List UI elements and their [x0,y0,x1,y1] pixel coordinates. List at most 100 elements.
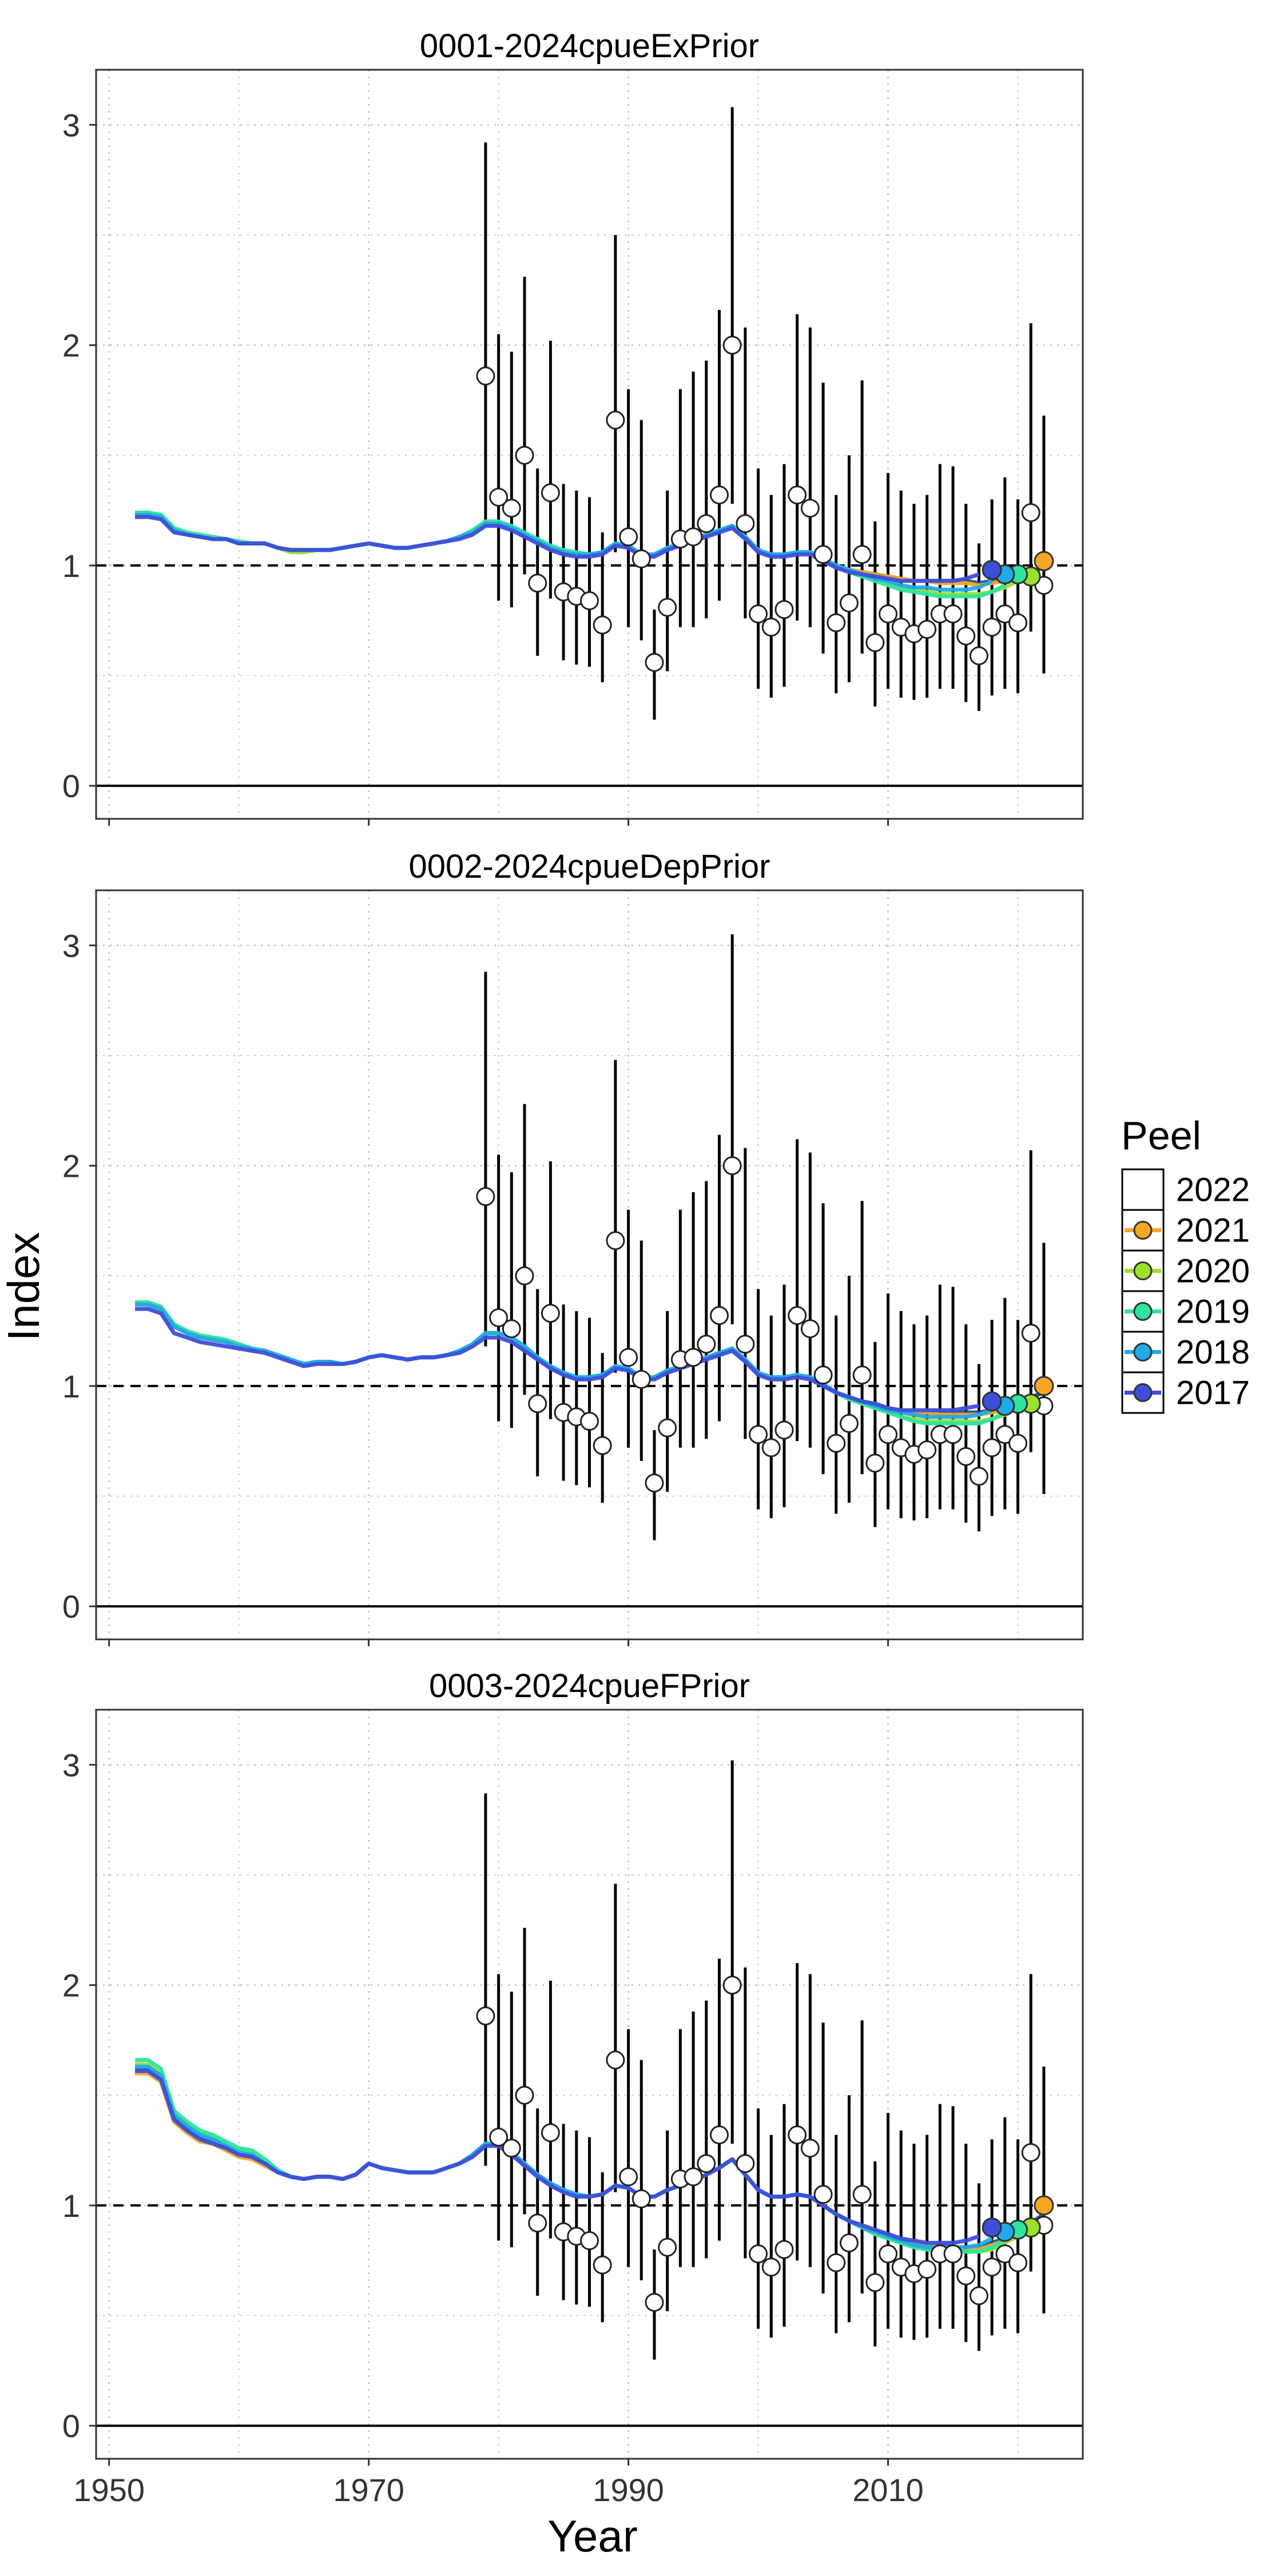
observed-point [969,1467,988,1486]
legend-label: 2020 [1176,1253,1250,1290]
y-tick-label: 3 [62,1747,80,1783]
observed-point [800,1319,820,1339]
y-tick-label: 3 [62,927,80,963]
observed-point [515,2085,534,2105]
y-axis-label: Index [0,1232,49,1341]
panel-border [95,1709,1084,2460]
observed-point [943,604,963,624]
panel-title: 0001-2024cpueExPrior [420,27,759,65]
peel-point-2017 [982,2217,1002,2237]
observed-point [1021,1323,1040,1343]
legend-item-2019: 2019 [1121,1290,1250,1333]
observed-point [774,1420,794,1440]
plot-area [96,1710,1083,2459]
observed-point [761,618,781,637]
observed-point [593,615,612,635]
observed-point [722,1976,742,1995]
observed-point [827,2253,846,2272]
observed-point [736,2154,755,2173]
y-tick-label: 1 [62,548,80,584]
peel-point-2021 [1034,551,1054,571]
legend-item-2018: 2018 [1121,1331,1250,1373]
y-tick-label: 2 [62,1968,80,2004]
observed-point [774,600,794,619]
observed-point [528,2213,547,2233]
y-tick-label: 1 [62,1368,80,1404]
observed-point [709,2125,729,2145]
observed-point [593,1436,612,1455]
observed-point [865,633,885,652]
x-tick-label: 2010 [852,2472,924,2508]
observed-point [709,1306,729,1325]
observed-point [580,2231,599,2251]
observed-point [917,1440,937,1460]
x-axis-label: Year [547,2511,638,2561]
observed-point [827,1434,846,1453]
observed-point [619,527,638,547]
x-tick-label: 1990 [593,2472,664,2508]
observed-point [1008,1434,1028,1453]
legend-item-2022: 2022 [1121,1168,1250,1211]
plot-contents [135,934,1054,1540]
panel-border [95,889,1084,1641]
observed-point [684,1348,703,1367]
observed-point [865,1454,885,1473]
legend-key [1121,1168,1165,1211]
observed-point [645,1473,664,1492]
legend-key-point [1133,1343,1153,1361]
observed-point [865,2273,885,2292]
observed-point [879,604,898,624]
observed-point [774,2240,794,2259]
legend-label: 2019 [1176,1293,1250,1331]
observed-point [489,1308,509,1327]
observed-point [528,574,547,593]
observed-point [709,485,729,505]
observed-point [1021,2143,1040,2162]
peel-line-2017 [135,515,980,583]
legend-label: 2021 [1176,1212,1250,1249]
legend-item-2020: 2020 [1121,1249,1250,1292]
observed-point [697,2154,716,2173]
legend-label: 2022 [1176,1172,1250,1209]
observed-point [580,591,599,611]
panel-1: 0001-2024cpueExPrior 0 1 2 3 [62,27,1084,826]
observed-point [1021,503,1040,522]
observed-point [631,1369,651,1389]
legend-item-2021: 2021 [1121,1209,1250,1252]
y-tick-label: 2 [62,328,80,364]
observed-point [1008,613,1028,632]
observed-point [788,2125,807,2145]
observed-point [631,2189,651,2208]
plot-contents [135,1760,1054,2360]
observed-point [606,1231,625,1251]
observed-point [606,411,625,430]
y-tick-label: 0 [62,2408,80,2444]
observed-point [995,604,1015,624]
observed-point [606,2051,625,2070]
observed-point [995,2244,1015,2264]
y-tick-label: 0 [62,768,80,804]
observed-point [788,1306,807,1325]
observed-point [813,545,833,564]
panel-border [95,69,1084,820]
observed-point [813,2185,833,2204]
observed-point [722,1156,742,1176]
observed-point [502,499,521,518]
observed-point [515,445,534,465]
panel-2: 0002-2024cpueDepPrior 0 1 2 3 [62,848,1084,1646]
observed-point [736,1335,755,1354]
legend-item-2017: 2017 [1121,1371,1250,1414]
observed-point [839,593,859,612]
observed-point [697,514,716,533]
legend-title: Peel [1121,1113,1201,1158]
legend-key-point [1133,1383,1153,1402]
observed-point [943,2244,963,2264]
observed-point [879,2244,898,2264]
observed-point [476,1187,495,1207]
observed-point [697,1335,716,1354]
observed-point [969,2286,988,2306]
observed-point [502,2139,521,2158]
grid [96,70,1083,819]
